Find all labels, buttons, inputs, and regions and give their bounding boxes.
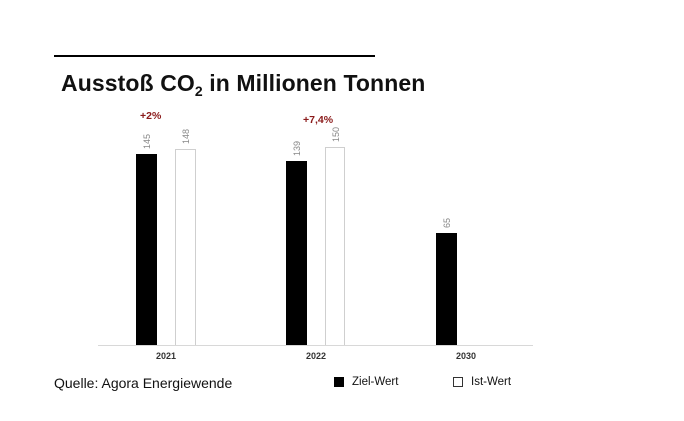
x-tick-2030: 2030 (455, 351, 477, 361)
change-annotation-2021: +2% (140, 110, 162, 122)
x-tick-2021: 2021 (155, 351, 177, 361)
bar-2021-ist (175, 149, 196, 345)
legend-swatch-black-icon (334, 377, 344, 387)
legend-swatch-white-icon (453, 377, 463, 387)
legend-label-ziel: Ziel-Wert (352, 376, 399, 388)
value-label-2022-ist: 150 (331, 126, 341, 142)
value-label-2022-ziel: 139 (292, 140, 302, 156)
value-label-2021-ziel: 145 (142, 133, 152, 149)
change-annotation-2022: +7,4% (303, 114, 334, 126)
x-tick-2022: 2022 (305, 351, 327, 361)
title-subscript: 2 (194, 83, 203, 99)
x-axis-line (98, 345, 533, 346)
bar-2022-ziel (286, 161, 307, 345)
value-label-2021-ist: 148 (181, 128, 191, 144)
legend-label-ist: Ist-Wert (471, 376, 512, 388)
bar-2022-ist (325, 147, 345, 345)
bar-2021-ziel (136, 154, 157, 345)
legend-item-ziel: Ziel-Wert (334, 376, 398, 388)
bar-2030-ziel (436, 233, 457, 345)
title-text: Ausstoß CO (61, 70, 195, 96)
source-note: Quelle: Agora Energiewende (54, 375, 233, 391)
value-label-2030-ziel: 65 (442, 217, 452, 228)
chart-title: Ausstoß CO2 in Millionen Tonnen (61, 70, 425, 99)
legend-item-ist: Ist-Wert (453, 376, 511, 388)
title-rule (54, 55, 375, 57)
title-text-rest: in Millionen Tonnen (202, 70, 426, 96)
